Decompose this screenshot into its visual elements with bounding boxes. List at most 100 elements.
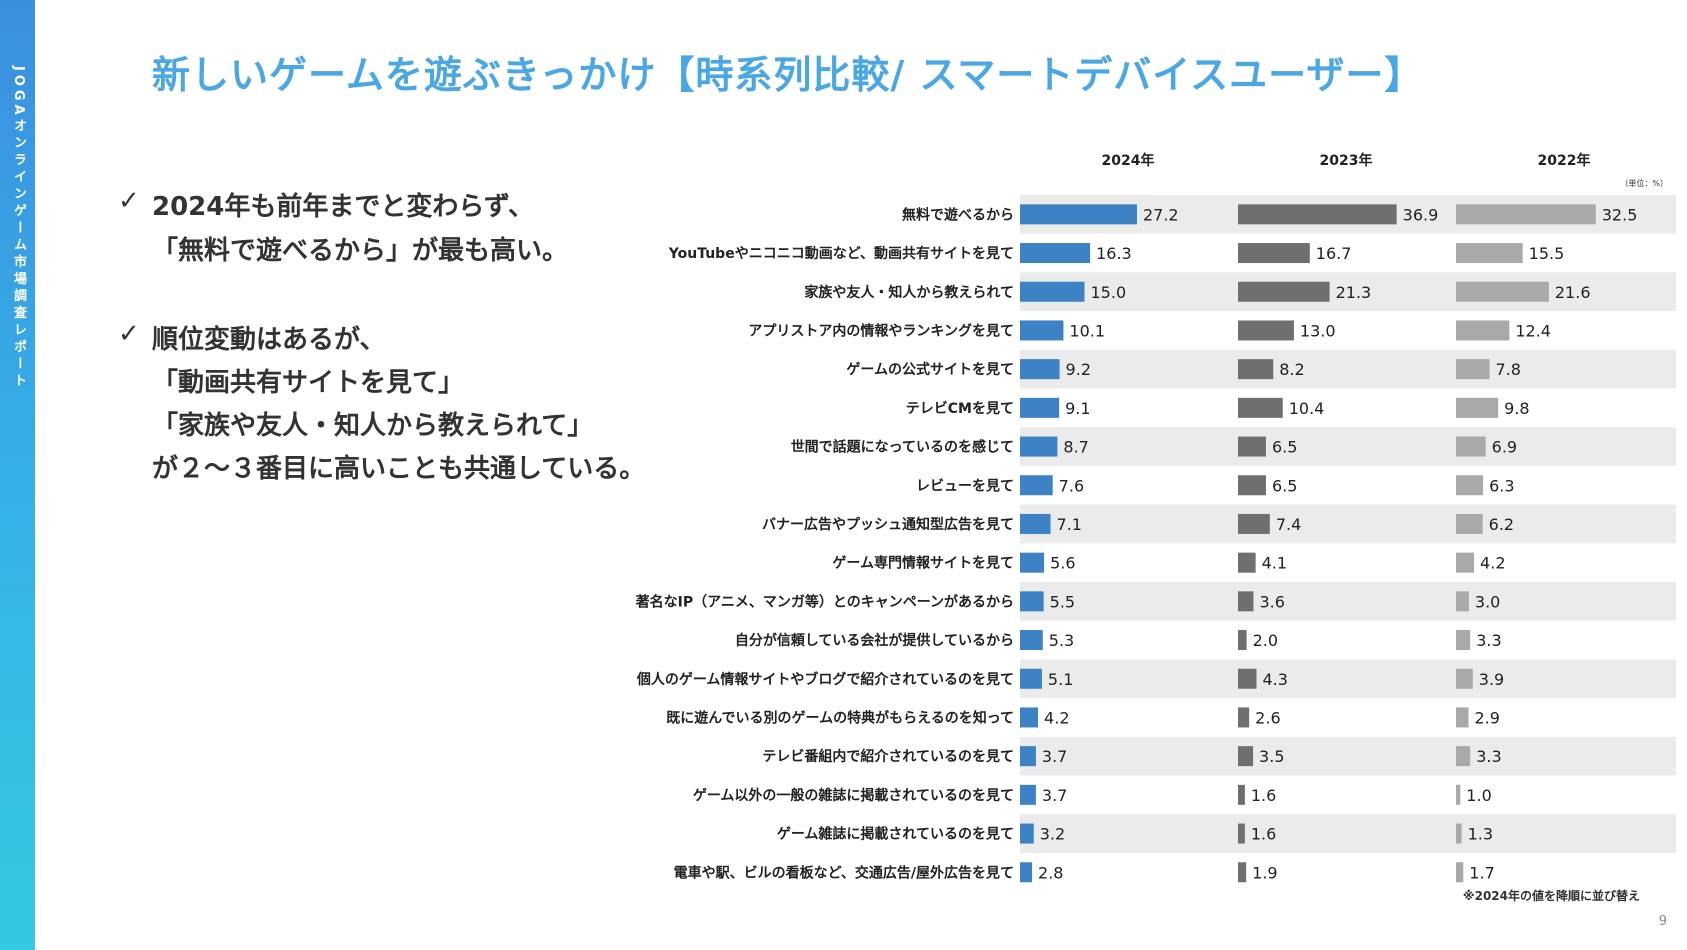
bar-2024年 — [1020, 784, 1036, 805]
bar-2024年 — [1020, 281, 1085, 302]
value-label: 6.9 — [1492, 438, 1517, 457]
category-label: バナー広告やプッシュ通知型広告を見て — [762, 516, 1014, 533]
category-label: ゲーム雑誌に掲載されているのを見て — [777, 826, 1014, 843]
bullet-2-line-4: が２～３番目に高いことも共通している。 — [152, 454, 646, 484]
bar-2023年 — [1238, 436, 1266, 457]
bar-2023年 — [1238, 513, 1270, 534]
value-label: 4.1 — [1262, 554, 1287, 573]
category-label: ゲーム専門情報サイトを見て — [832, 555, 1014, 572]
row-stripe — [1020, 736, 1676, 776]
bar-2024年 — [1020, 204, 1137, 225]
value-label: 13.0 — [1300, 321, 1336, 340]
category-label: 家族や友人・知人から教えられて — [804, 284, 1014, 301]
value-label: 1.7 — [1469, 863, 1494, 882]
bar-2022年 — [1456, 707, 1469, 728]
category-label: アプリストア内の情報やランキングを見て — [748, 322, 1014, 339]
value-label: 15.0 — [1091, 283, 1127, 302]
sidebar-band: JOGAオンラインゲーム市場調査レポート — [0, 0, 35, 950]
value-label: 3.3 — [1476, 631, 1501, 650]
value-label: 27.2 — [1143, 205, 1179, 224]
bar-2023年 — [1238, 204, 1397, 225]
bar-2023年 — [1238, 823, 1245, 844]
bar-2024年 — [1020, 630, 1043, 651]
bar-2022年 — [1456, 823, 1462, 844]
bar-2023年 — [1238, 668, 1257, 689]
value-label: 21.3 — [1336, 283, 1372, 302]
category-label: ゲームの公式サイトを見て — [846, 361, 1014, 378]
value-label: 3.0 — [1475, 592, 1500, 611]
bar-2022年 — [1456, 243, 1523, 264]
value-label: 10.1 — [1069, 321, 1105, 340]
bar-2024年 — [1020, 707, 1039, 728]
category-label: 無料で遊べるから — [902, 206, 1014, 223]
value-label: 36.9 — [1403, 205, 1439, 224]
value-label: 3.3 — [1476, 747, 1501, 766]
row-stripe — [1020, 814, 1676, 853]
bar-2024年 — [1020, 397, 1060, 418]
value-label: 5.3 — [1049, 631, 1074, 650]
value-label: 1.9 — [1252, 863, 1277, 882]
bar-2023年 — [1238, 552, 1256, 573]
value-label: 6.5 — [1272, 438, 1297, 457]
category-label: 個人のゲーム情報サイトやブログで紹介されているのを見て — [636, 671, 1014, 688]
bar-2022年 — [1456, 475, 1484, 496]
sidebar-report-title: JOGAオンラインゲーム市場調査レポート — [11, 66, 26, 391]
value-label: 3.2 — [1040, 825, 1065, 844]
bar-2023年 — [1238, 784, 1245, 805]
value-label: 3.5 — [1259, 747, 1284, 766]
bar-2022年 — [1456, 668, 1473, 689]
bar-2022年 — [1456, 862, 1464, 883]
value-label: 6.3 — [1489, 476, 1514, 495]
bar-2024年 — [1020, 243, 1091, 264]
row-stripe — [1020, 427, 1676, 466]
value-label: 5.1 — [1048, 670, 1073, 689]
value-label: 7.6 — [1059, 476, 1084, 495]
value-label: 1.6 — [1251, 825, 1276, 844]
row-stripe — [1020, 504, 1676, 544]
value-label: 8.7 — [1063, 438, 1088, 457]
value-label: 10.4 — [1289, 399, 1325, 418]
value-label: 2.8 — [1038, 863, 1063, 882]
bar-2023年 — [1238, 862, 1247, 883]
value-label: 3.9 — [1479, 670, 1504, 689]
value-label: 3.7 — [1042, 747, 1067, 766]
bar-2022年 — [1456, 359, 1490, 380]
check-icon: ✓ — [118, 319, 140, 349]
bar-2022年 — [1456, 552, 1475, 573]
bar-2022年 — [1456, 630, 1471, 651]
panel-header-2: 2023年 — [1320, 152, 1373, 169]
bar-2023年 — [1238, 630, 1247, 651]
bar-2024年 — [1020, 552, 1045, 573]
check-icon: ✓ — [118, 186, 140, 216]
panel-header-1: 2024年 — [1102, 152, 1155, 169]
value-label: 2.6 — [1255, 708, 1280, 727]
value-label: 2.0 — [1253, 631, 1278, 650]
bar-2024年 — [1020, 862, 1033, 883]
bar-2023年 — [1238, 746, 1254, 767]
bullet-2-line-1: 順位変動はあるが、 — [152, 325, 386, 355]
value-label: 9.1 — [1065, 399, 1090, 418]
category-label: レビューを見て — [916, 478, 1014, 494]
page-number: 9 — [1658, 914, 1667, 929]
category-label: 電車や駅、ビルの看板など、交通広告/屋外広告を見て — [674, 864, 1014, 881]
bar-2024年 — [1020, 823, 1034, 844]
bullet-2-line-3: 「家族や友人・知人から教えられて」 — [152, 411, 594, 441]
bar-2022年 — [1456, 513, 1483, 534]
bar-2022年 — [1456, 784, 1461, 805]
category-label: テレビCMを見て — [906, 401, 1014, 417]
bar-2024年 — [1020, 591, 1044, 612]
bar-2024年 — [1020, 320, 1064, 341]
value-label: 21.6 — [1555, 283, 1591, 302]
value-label: 16.3 — [1096, 244, 1132, 263]
row-stripe — [1020, 659, 1676, 699]
bar-2023年 — [1238, 243, 1310, 264]
bar-2024年 — [1020, 436, 1058, 457]
value-label: 12.4 — [1515, 321, 1551, 340]
bar-2024年 — [1020, 359, 1060, 380]
bullet-1-line-2: 「無料で遊べるから」が最も高い。 — [152, 236, 569, 266]
category-label: 世間で話題になっているのを感じて — [791, 439, 1014, 456]
value-label: 8.2 — [1279, 360, 1304, 379]
value-label: 2.9 — [1474, 708, 1499, 727]
value-label: 7.1 — [1057, 515, 1082, 534]
value-label: 5.5 — [1050, 592, 1075, 611]
